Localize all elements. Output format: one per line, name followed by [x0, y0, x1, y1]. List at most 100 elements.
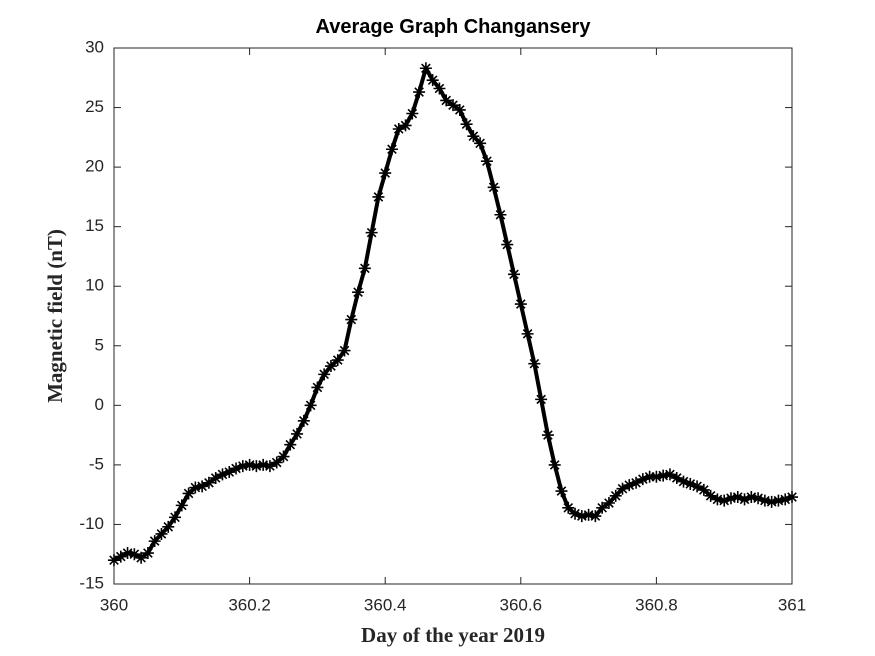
- marker: [453, 103, 466, 116]
- marker: [121, 547, 134, 560]
- marker: [230, 462, 243, 475]
- marker: [311, 381, 324, 394]
- marker: [216, 468, 229, 481]
- y-tick-label: -15: [79, 573, 104, 592]
- marker: [718, 494, 731, 507]
- marker: [365, 226, 378, 239]
- marker: [440, 94, 453, 107]
- x-tick-label: 360.6: [500, 595, 543, 614]
- marker: [297, 414, 310, 427]
- marker: [148, 535, 161, 548]
- marker: [243, 458, 256, 471]
- marker: [257, 458, 270, 471]
- marker: [494, 208, 507, 221]
- marker: [480, 155, 493, 168]
- marker: [358, 262, 371, 275]
- marker: [548, 458, 561, 471]
- x-tick-label: 361: [778, 595, 806, 614]
- marker: [318, 368, 331, 381]
- marker: [250, 460, 263, 473]
- marker: [426, 74, 439, 87]
- marker: [189, 481, 202, 494]
- marker: [169, 511, 182, 524]
- y-tick-label: 20: [85, 157, 104, 176]
- marker: [643, 470, 656, 483]
- marker: [731, 491, 744, 504]
- marker: [209, 471, 222, 484]
- marker: [670, 471, 683, 484]
- marker: [270, 456, 283, 469]
- marker: [541, 429, 554, 442]
- marker: [636, 473, 649, 486]
- y-tick-label: -10: [79, 514, 104, 533]
- marker: [569, 507, 582, 520]
- marker: [392, 122, 405, 135]
- marker: [562, 501, 575, 514]
- marker: [514, 298, 527, 311]
- marker: [291, 427, 304, 440]
- y-tick-label: 10: [85, 276, 104, 295]
- marker: [433, 82, 446, 95]
- y-tick-label: 5: [95, 335, 104, 354]
- marker: [663, 468, 676, 481]
- marker: [413, 86, 426, 99]
- marker: [284, 438, 297, 451]
- axes-box: [113, 47, 793, 585]
- y-tick-label: 30: [85, 37, 104, 56]
- y-tick-label: 15: [85, 216, 104, 235]
- marker: [474, 137, 487, 150]
- marker: [650, 470, 663, 483]
- y-tick-label: 0: [95, 395, 104, 414]
- x-tick-label: 360.4: [364, 595, 407, 614]
- y-tick-label: -5: [89, 454, 104, 473]
- marker: [447, 99, 459, 112]
- marker: [616, 482, 629, 495]
- marker: [691, 480, 704, 493]
- x-tick-label: 360.2: [228, 595, 271, 614]
- marker: [263, 460, 276, 473]
- marker: [324, 360, 337, 373]
- marker: [196, 480, 209, 493]
- marker: [372, 190, 385, 203]
- marker: [765, 495, 778, 508]
- marker: [155, 527, 168, 540]
- marker: [745, 491, 758, 504]
- marker: [772, 494, 785, 507]
- x-tick-label: 360.8: [635, 595, 678, 614]
- marker: [623, 479, 636, 492]
- marker: [331, 354, 344, 367]
- marker: [697, 483, 710, 496]
- marker: [758, 494, 771, 507]
- marker: [114, 550, 127, 563]
- marker: [108, 554, 120, 567]
- marker: [657, 469, 670, 482]
- marker: [345, 313, 358, 326]
- marker: [385, 143, 398, 156]
- marker: [582, 508, 595, 521]
- marker: [555, 485, 568, 498]
- marker: [175, 499, 188, 512]
- marker: [467, 130, 480, 143]
- marker: [487, 181, 500, 194]
- marker: [779, 493, 792, 506]
- marker: [589, 510, 602, 523]
- marker: [406, 107, 419, 120]
- marker: [223, 466, 236, 479]
- marker: [786, 491, 798, 504]
- marker: [596, 501, 609, 514]
- marker: [609, 489, 622, 502]
- marker: [684, 477, 697, 490]
- marker: [236, 460, 249, 473]
- marker: [419, 62, 432, 75]
- y-axis-label: Magnetic field (nT): [43, 229, 67, 403]
- marker: [752, 492, 765, 505]
- x-tick-label: 360: [100, 595, 128, 614]
- marker: [738, 493, 751, 506]
- marker: [704, 489, 717, 502]
- marker: [202, 476, 215, 489]
- marker: [182, 487, 195, 500]
- marker: [304, 399, 317, 412]
- marker: [135, 551, 148, 564]
- marker: [141, 547, 154, 560]
